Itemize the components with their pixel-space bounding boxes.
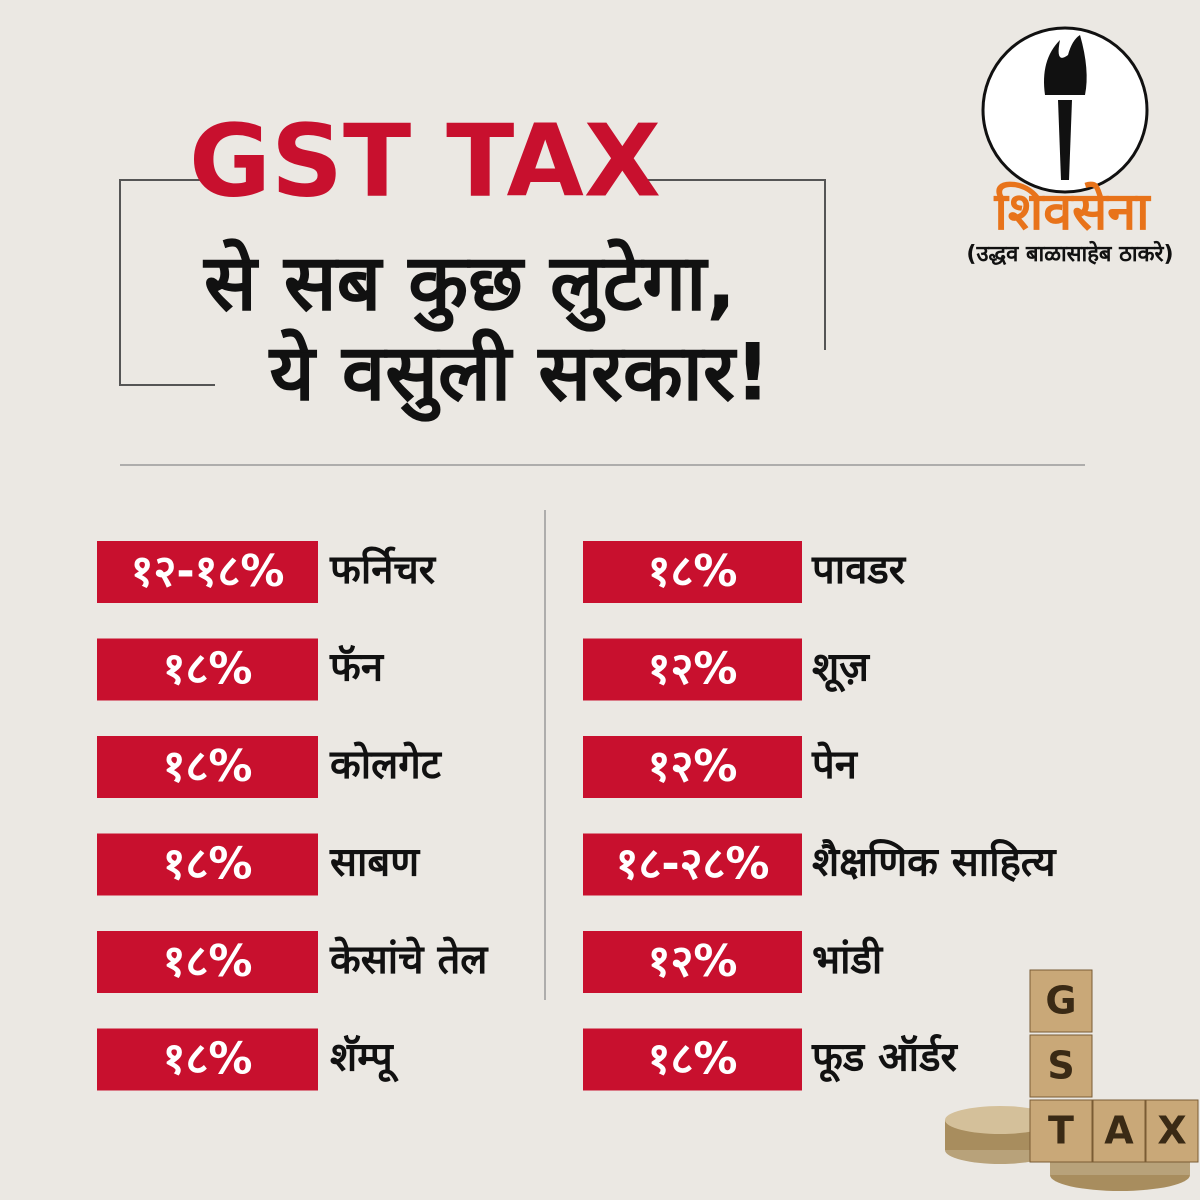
blocks <box>1029 969 1199 1163</box>
rate-box <box>583 541 802 603</box>
torch-handle <box>1058 100 1072 180</box>
item-label: शूज़ <box>812 645 870 693</box>
rate-box <box>583 736 802 798</box>
item-label: फर्निचर <box>329 546 437 593</box>
rate: १८% <box>163 644 253 695</box>
headline-line: से सब कुछ लुटेगा, <box>202 237 736 332</box>
rate: १८% <box>648 546 738 597</box>
rate-box <box>97 833 318 896</box>
rate: १८% <box>648 1034 738 1085</box>
item-label: शॅम्पू <box>330 1035 400 1083</box>
item-label: केसांचे तेल <box>329 936 489 983</box>
rate-box <box>583 833 802 896</box>
rate-box <box>97 931 318 993</box>
logo-name: शिवसेना <box>993 181 1152 242</box>
rate-box <box>97 541 318 603</box>
item-label: कोलगेट <box>329 741 443 788</box>
rate-box <box>97 736 318 798</box>
item-label: पेन <box>811 741 859 788</box>
torch-flame <box>1044 35 1087 95</box>
rate: १२% <box>648 936 738 987</box>
rate-box <box>97 638 318 701</box>
rate-box <box>583 638 802 701</box>
item-label: पावडर <box>811 547 907 593</box>
rate-box <box>583 1028 802 1091</box>
rate: १२% <box>648 741 738 792</box>
block-letter: S <box>1047 1044 1074 1088</box>
bracket-left <box>119 179 215 386</box>
rate: १८% <box>163 839 253 890</box>
item-label: भांडी <box>812 936 884 983</box>
logo-subtitle: (उद्धव बाळासाहेब ठाकरे) <box>966 240 1173 267</box>
rate-box <box>97 1028 318 1091</box>
rate: १८-२८% <box>616 839 770 890</box>
rate: १२% <box>648 644 738 695</box>
rate: १८% <box>163 1034 253 1085</box>
headline-line: ये वसुली सरकार! <box>268 327 771 422</box>
rate: १८% <box>163 741 253 792</box>
block-letter: T <box>1048 1109 1074 1153</box>
rate: १८% <box>163 936 253 987</box>
item-label: फॅन <box>329 645 385 691</box>
bracket-right <box>635 179 826 350</box>
block-letter: A <box>1104 1109 1134 1153</box>
item-label: साबण <box>329 840 421 886</box>
title: GST TAX <box>189 102 661 219</box>
block-letter: G <box>1045 979 1076 1023</box>
block-letter: X <box>1157 1109 1186 1153</box>
rate-box <box>583 931 802 993</box>
item-label: फूड ऑर्डर <box>811 1034 958 1083</box>
item-label: शैक्षणिक साहित्य <box>812 839 1057 886</box>
rate: १२-१८% <box>131 546 285 597</box>
